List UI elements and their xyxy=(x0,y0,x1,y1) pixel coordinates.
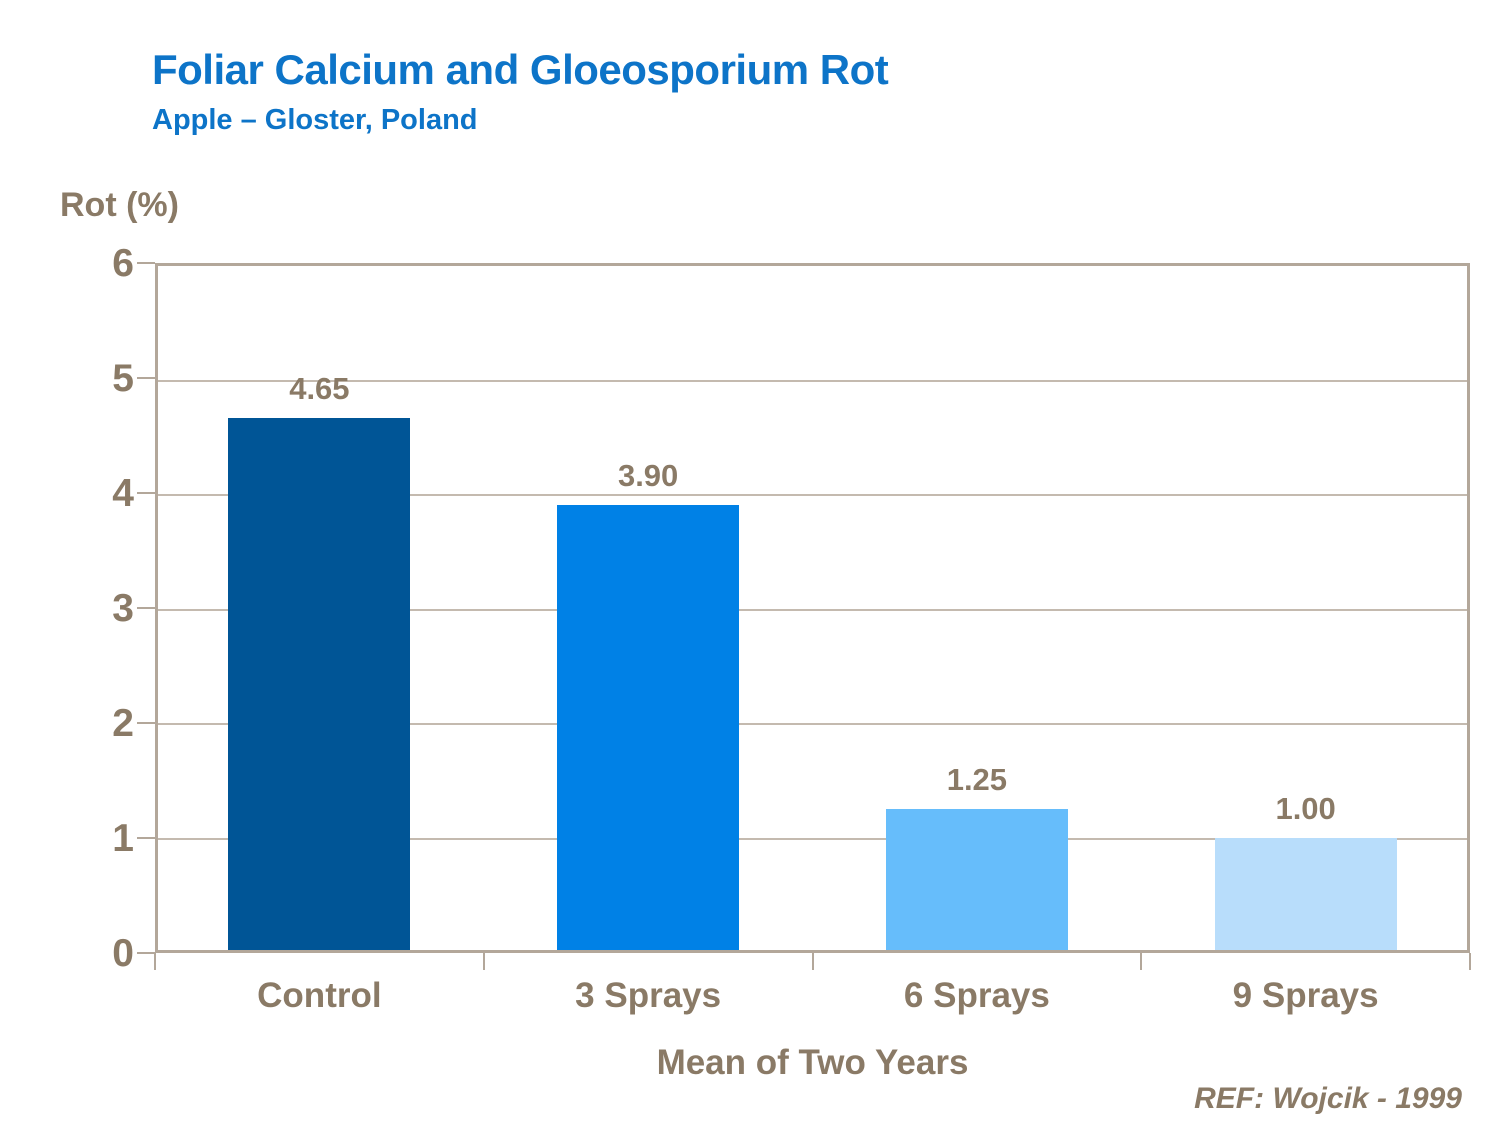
y-tick-label-2: 2 xyxy=(112,702,134,745)
x-tick-mark-3 xyxy=(1140,953,1143,970)
y-tick-label-5: 5 xyxy=(112,357,134,400)
chart-subtitle: Apple – Gloster, Poland xyxy=(152,104,478,136)
bar-value-label-3-sprays: 3.90 xyxy=(617,457,679,493)
y-tick-mark-0 xyxy=(137,952,155,954)
y-tick-label-6: 6 xyxy=(112,242,134,285)
y-tick-label-4: 4 xyxy=(112,472,134,515)
x-axis-title: Mean of Two Years xyxy=(656,1043,969,1082)
bar-value-label-6-sprays: 1.25 xyxy=(946,762,1008,798)
gridline-y-1 xyxy=(158,837,1467,840)
x-category-label-6-sprays: 6 Sprays xyxy=(903,976,1050,1015)
y-tick-label-0: 0 xyxy=(112,932,134,975)
bar-9-sprays xyxy=(1214,838,1397,950)
chart-title: Foliar Calcium and Gloeosporium Rot xyxy=(152,46,889,93)
y-tick-mark-4 xyxy=(137,492,155,494)
x-tick-mark-1 xyxy=(482,953,485,970)
gridline-y-3 xyxy=(158,608,1467,611)
bar-value-label-9-sprays: 1.00 xyxy=(1275,791,1336,826)
x-category-label-control: Control xyxy=(257,976,382,1015)
gridline-y-5 xyxy=(158,379,1467,382)
y-tick-mark-1 xyxy=(137,837,155,839)
y-tick-mark-3 xyxy=(137,607,155,609)
y-tick-label-1: 1 xyxy=(112,817,134,860)
bar-3-sprays xyxy=(557,504,740,950)
reference-text: REF: Wojcik - 1999 xyxy=(1194,1082,1462,1115)
x-category-label-9-sprays: 9 Sprays xyxy=(1232,976,1379,1015)
y-tick-mark-2 xyxy=(137,722,155,724)
y-tick-mark-5 xyxy=(137,377,155,379)
bar-6-sprays xyxy=(885,809,1068,950)
x-tick-mark-0 xyxy=(154,953,156,970)
y-tick-mark-6 xyxy=(137,262,155,264)
y-tick-label-3: 3 xyxy=(112,587,134,630)
bar-value-label-control: 4.65 xyxy=(289,371,350,407)
bar-control xyxy=(228,418,411,950)
gridline-y-2 xyxy=(158,723,1467,725)
y-axis-title: Rot (%) xyxy=(60,186,179,224)
x-tick-mark-2 xyxy=(811,953,814,970)
plot-area xyxy=(155,263,1470,953)
gridline-y-4 xyxy=(158,494,1467,496)
x-tick-mark-4 xyxy=(1469,953,1471,970)
x-category-label-3-sprays: 3 Sprays xyxy=(575,976,722,1015)
